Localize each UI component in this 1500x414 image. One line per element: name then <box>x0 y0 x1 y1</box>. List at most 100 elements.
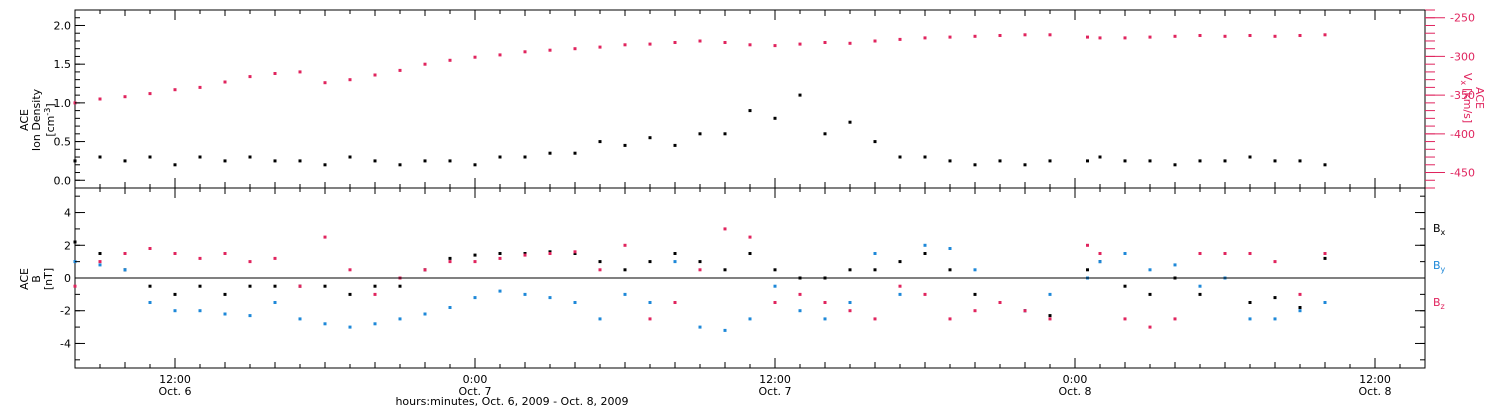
by-point-30 <box>823 317 827 321</box>
vx-point-41 <box>1098 36 1102 40</box>
by-point-34 <box>923 243 927 247</box>
vx-point-5 <box>198 85 202 89</box>
bx-point-15 <box>448 256 452 260</box>
by-point-2 <box>123 268 127 272</box>
vx-point-4 <box>173 88 177 92</box>
bx-point-31 <box>848 268 852 272</box>
by-point-26 <box>723 328 727 332</box>
bx-point-3 <box>148 284 152 288</box>
bx-point-10 <box>323 284 327 288</box>
bx-point-49 <box>1298 306 1302 309</box>
bz-point-14 <box>423 268 427 272</box>
bz-point-11 <box>348 268 352 272</box>
ion-density-ylabel-line1: ACE <box>18 109 31 131</box>
bfield-tick-label: -2 <box>60 305 71 318</box>
vx-point-46 <box>1223 34 1227 38</box>
by-point-36 <box>973 268 977 272</box>
vx-point-31 <box>848 41 852 45</box>
by-point-23 <box>648 301 652 304</box>
bfield-tick-label: 4 <box>64 207 71 220</box>
by-point-9 <box>298 317 302 321</box>
bx-point-8 <box>273 284 277 288</box>
bx-point-23 <box>648 260 652 264</box>
vx-point-34 <box>923 36 927 40</box>
bx-point-32 <box>873 268 877 272</box>
ion-density-point-7 <box>248 155 252 159</box>
ion-density-point-16 <box>473 163 477 167</box>
vx-series <box>73 33 1327 105</box>
by-point-13 <box>398 317 402 321</box>
by-series <box>73 243 1327 332</box>
by-point-6 <box>223 312 227 316</box>
vx-point-36 <box>973 34 977 38</box>
ion-density-point-5 <box>198 155 202 159</box>
ion-density-point-28 <box>773 116 777 120</box>
vx-point-20 <box>573 47 577 51</box>
ion-density-point-33 <box>898 155 902 159</box>
by-point-33 <box>898 292 902 296</box>
ion-density-point-32 <box>873 140 877 144</box>
vx-point-27 <box>748 43 752 47</box>
vx-point-13 <box>398 68 402 72</box>
bz-point-42 <box>1123 317 1127 321</box>
bz-point-1 <box>98 260 102 264</box>
ion-density-ylabel-line2: Ion Density <box>30 88 43 151</box>
vx-point-10 <box>323 81 327 85</box>
vx-point-11 <box>348 78 352 82</box>
bz-point-21 <box>598 268 602 272</box>
vx-point-33 <box>898 37 902 41</box>
date-tick-label: Oct. 7 <box>458 385 491 398</box>
bx-point-40 <box>1086 268 1089 272</box>
ion-density-point-49 <box>1298 159 1302 163</box>
vx-point-37 <box>998 34 1002 37</box>
ion-density-point-9 <box>298 159 302 163</box>
ion-density-point-27 <box>748 109 752 113</box>
bx-point-13 <box>398 284 402 288</box>
by-point-17 <box>498 289 502 293</box>
ion-density-ylabel-units: [cm-3] <box>43 103 57 136</box>
vx-point-23 <box>648 42 652 46</box>
bx-point-48 <box>1273 296 1277 300</box>
ion-density-tick-label: 2.0 <box>54 19 72 32</box>
by-point-29 <box>798 309 802 313</box>
date-tick-label: Oct. 8 <box>1358 385 1391 398</box>
by-point-10 <box>323 322 327 326</box>
vx-point-49 <box>1298 34 1302 37</box>
by-point-20 <box>573 301 577 304</box>
vx-tick-label: -250 <box>1450 12 1475 25</box>
ion-density-point-35 <box>948 159 952 163</box>
date-tick-label: Oct. 8 <box>1058 385 1091 398</box>
by-point-28 <box>773 284 777 288</box>
ion-density-point-24 <box>673 143 677 147</box>
ion-density-point-38 <box>1023 163 1027 167</box>
ion-density-point-12 <box>373 159 377 163</box>
bz-point-7 <box>248 260 252 264</box>
ion-density-point-30 <box>823 132 827 136</box>
vx-point-38 <box>1023 33 1027 37</box>
by-point-27 <box>748 317 752 321</box>
bx-point-0 <box>73 240 77 244</box>
by-point-1 <box>98 263 102 267</box>
vx-point-3 <box>148 92 152 96</box>
ion-density-point-45 <box>1198 159 1202 163</box>
by-point-5 <box>198 309 202 313</box>
vx-point-29 <box>798 42 802 46</box>
ion-density-point-44 <box>1173 163 1177 167</box>
bz-point-26 <box>723 227 727 231</box>
bz-point-9 <box>298 284 302 288</box>
time-tick-label: 0:00 <box>1063 373 1088 386</box>
bfield-tick-label: 2 <box>64 239 71 252</box>
by-point-12 <box>373 322 377 326</box>
time-tick-label: 12:00 <box>1359 373 1391 386</box>
legend-bx: Bx <box>1433 222 1446 237</box>
legend-by: By <box>1433 259 1446 274</box>
bz-point-18 <box>523 253 527 257</box>
ion-density-point-2 <box>123 159 127 163</box>
ion-density-point-34 <box>923 155 927 159</box>
ion-density-point-41 <box>1098 155 1102 159</box>
bx-point-4 <box>173 292 177 296</box>
bz-point-30 <box>823 301 827 304</box>
by-point-47 <box>1248 317 1252 321</box>
vx-point-15 <box>448 58 452 62</box>
vx-point-43 <box>1148 35 1152 39</box>
